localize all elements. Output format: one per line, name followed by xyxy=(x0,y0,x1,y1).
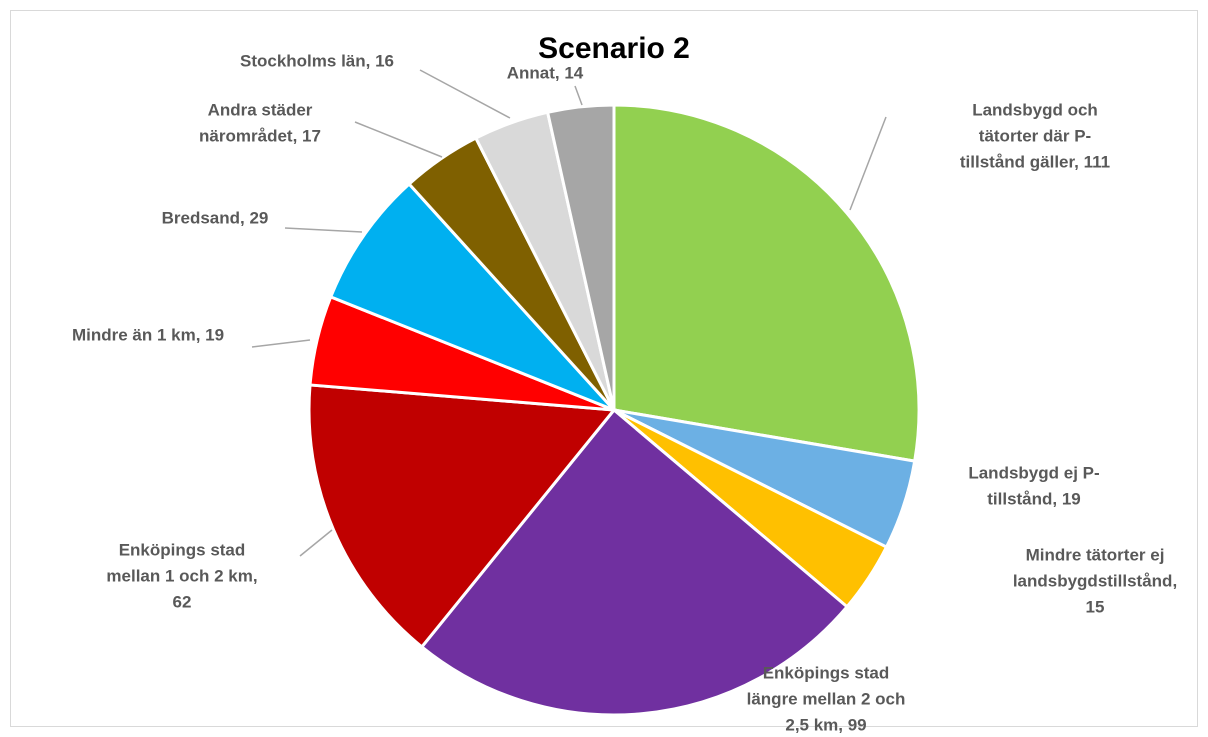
data-label: längre mellan 2 och xyxy=(747,689,906,708)
data-label: Enköpings stad xyxy=(763,663,890,682)
pie-slice xyxy=(307,383,617,649)
pie-slice xyxy=(419,407,850,717)
data-label: Landsbygd ej P- xyxy=(968,463,1099,482)
leader-line xyxy=(299,529,333,557)
chart-title: Scenario 2 xyxy=(538,32,690,65)
data-label: tillstånd, 19 xyxy=(987,489,1081,508)
data-label: 15 xyxy=(1086,597,1105,616)
leader-line xyxy=(284,227,363,233)
data-label: Landsbygd och xyxy=(972,100,1098,119)
pie-slice xyxy=(612,103,921,463)
data-labels: Landsbygd och tätorter där P-tillstånd gä… xyxy=(72,51,1177,734)
leader-line xyxy=(419,69,511,119)
leader-line xyxy=(251,339,311,348)
data-label: 2,5 km, 99 xyxy=(785,715,866,734)
leader-line xyxy=(849,116,887,211)
data-label: tillstånd gäller, 111 xyxy=(960,152,1110,171)
data-label: Mindre än 1 km, 19 xyxy=(72,325,224,344)
data-label: Mindre tätorter ej xyxy=(1026,545,1165,564)
data-label: Annat, 14 xyxy=(507,63,584,82)
leader-lines xyxy=(251,69,887,557)
data-label: landsbygdstillstånd, xyxy=(1013,571,1177,590)
data-label: Enköpings stad xyxy=(119,540,246,559)
data-label: Stockholms län, 16 xyxy=(240,51,394,70)
data-label: 62 xyxy=(173,592,192,611)
leader-line xyxy=(354,121,443,158)
data-label: mellan 1 och 2 km, xyxy=(106,566,257,585)
data-label: tätorter där P- xyxy=(979,126,1091,145)
leader-line xyxy=(574,85,583,106)
pie-slice xyxy=(328,181,616,412)
data-label: Bredsand, 29 xyxy=(162,208,269,227)
pie-slice xyxy=(545,103,616,411)
pie xyxy=(307,103,921,717)
data-label: närområdet, 17 xyxy=(199,126,321,145)
data-label: Andra städer xyxy=(208,100,313,119)
